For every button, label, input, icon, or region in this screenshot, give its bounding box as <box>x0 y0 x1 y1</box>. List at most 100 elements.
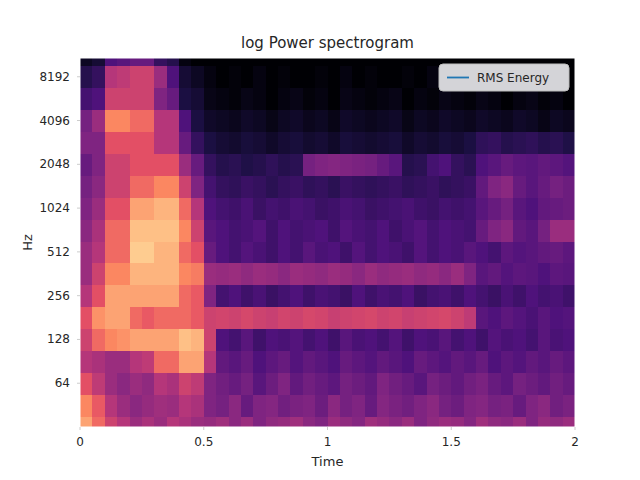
cell <box>389 416 402 427</box>
cell <box>290 110 303 132</box>
cell <box>389 285 402 307</box>
cell <box>266 372 279 394</box>
cell <box>377 307 390 330</box>
chart: 00.511.52641282565121024204840968192log … <box>0 0 640 480</box>
cell <box>266 285 279 307</box>
cell <box>563 175 575 197</box>
cell <box>340 307 353 330</box>
cell <box>427 66 440 88</box>
cell <box>303 241 316 263</box>
cell <box>290 88 303 110</box>
cell <box>80 307 93 330</box>
cell <box>179 153 192 175</box>
cell <box>204 394 217 417</box>
cell <box>476 153 489 175</box>
cell <box>167 110 180 132</box>
cell <box>476 416 489 427</box>
x-axis-label: Time <box>311 454 344 469</box>
cell <box>290 131 303 153</box>
cell <box>377 350 390 373</box>
cell <box>501 263 514 286</box>
cell <box>402 372 415 394</box>
cell <box>105 197 118 220</box>
y-tick <box>77 120 80 121</box>
cell <box>538 197 551 220</box>
cell <box>464 329 477 351</box>
cell <box>167 153 180 175</box>
cell <box>340 131 353 153</box>
cell <box>117 88 130 110</box>
cell <box>253 329 266 351</box>
cell <box>352 241 365 263</box>
cell <box>328 219 341 241</box>
cell <box>402 219 415 241</box>
cell <box>92 329 105 351</box>
cell <box>191 329 204 351</box>
cell <box>476 241 489 263</box>
cell <box>303 131 316 153</box>
cell <box>352 263 365 286</box>
cell <box>266 241 279 263</box>
cell <box>365 88 378 110</box>
cell <box>142 110 155 132</box>
cell <box>340 285 353 307</box>
cell <box>315 285 328 307</box>
cell <box>377 66 390 88</box>
cell <box>365 329 378 351</box>
cell <box>315 416 328 427</box>
cell <box>266 66 279 88</box>
cell <box>92 372 105 394</box>
cell <box>191 88 204 110</box>
cell <box>352 88 365 110</box>
cell <box>476 131 489 153</box>
cell <box>427 175 440 197</box>
cell <box>389 329 402 351</box>
cell <box>402 153 415 175</box>
y-tick <box>77 76 80 77</box>
cell <box>439 175 452 197</box>
cell <box>278 110 291 132</box>
cell <box>154 153 167 175</box>
cell <box>563 307 575 330</box>
cell <box>340 350 353 373</box>
cell <box>352 58 365 66</box>
cell <box>167 175 180 197</box>
cell <box>167 285 180 307</box>
cell <box>92 394 105 417</box>
cell <box>464 416 477 427</box>
cell <box>464 131 477 153</box>
cell <box>253 394 266 417</box>
cell <box>464 241 477 263</box>
cell <box>563 394 575 417</box>
legend-box <box>439 64 569 91</box>
cell <box>130 241 143 263</box>
cell <box>229 329 242 351</box>
cell <box>526 110 539 132</box>
cell <box>550 350 563 373</box>
cell <box>550 416 563 427</box>
cell <box>241 153 254 175</box>
cell <box>278 241 291 263</box>
cell <box>315 350 328 373</box>
cell <box>278 394 291 417</box>
cell <box>377 58 390 66</box>
cell <box>464 153 477 175</box>
cell <box>167 263 180 286</box>
cell <box>513 350 526 373</box>
cell <box>229 110 242 132</box>
y-tick <box>77 164 80 165</box>
cell <box>142 307 155 330</box>
cell <box>488 153 501 175</box>
cell <box>328 416 341 427</box>
cell <box>130 219 143 241</box>
cell <box>167 197 180 220</box>
cell <box>278 197 291 220</box>
cell <box>266 131 279 153</box>
cell <box>488 394 501 417</box>
cell <box>241 329 254 351</box>
cell <box>154 394 167 417</box>
cell <box>241 241 254 263</box>
cell <box>451 219 464 241</box>
cell <box>352 329 365 351</box>
cell <box>402 66 415 88</box>
